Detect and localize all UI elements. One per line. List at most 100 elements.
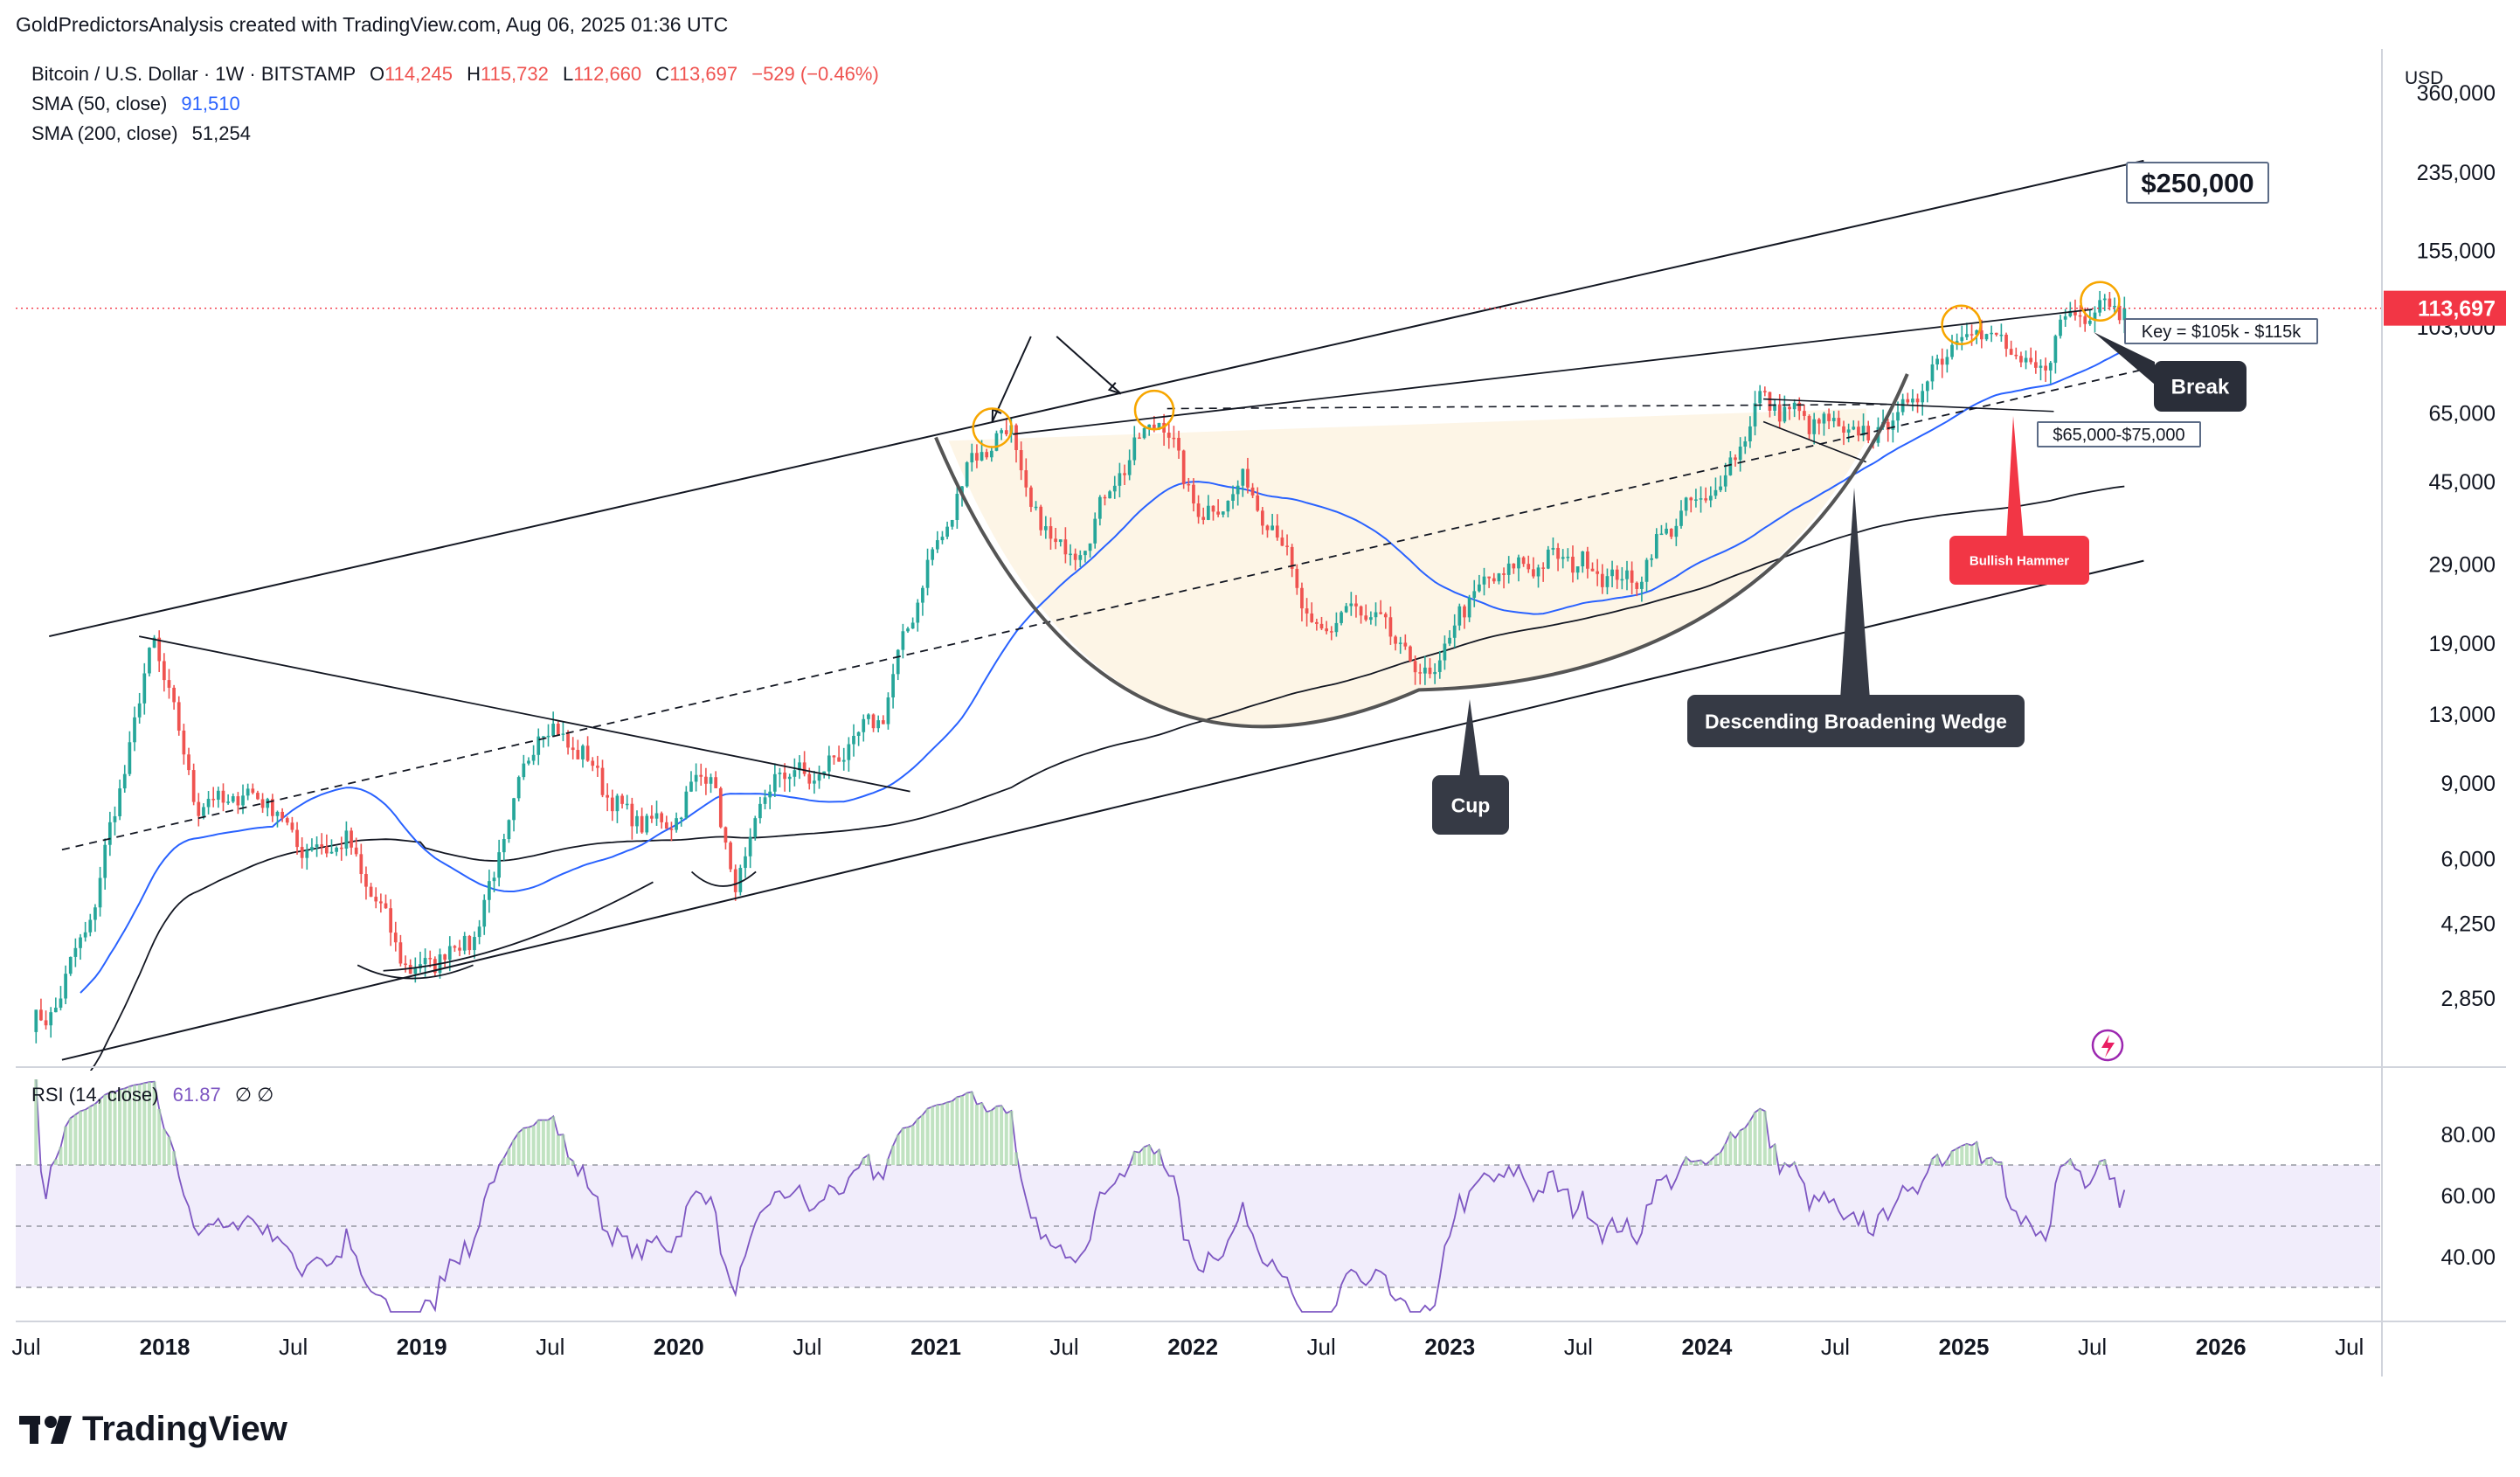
lightning-icon[interactable] [2091,1029,2124,1062]
candle [211,787,216,808]
time-axis[interactable]: Jul 2018 Jul 2019 Jul 2020 Jul 2021 Jul 2022 Jul 20… [11,1334,2364,1360]
candle-body [1300,587,1304,609]
hammer-label-label: Bullish Hammer [1970,553,2069,568]
time-tick-label: 2021 [910,1334,961,1360]
candle [2068,302,2073,318]
candle-body [1295,568,1299,588]
candle [1694,489,1698,508]
candle [1359,605,1363,624]
rsi-tick-label: 80.00 [2440,1123,2496,1148]
candle-body [1192,484,1195,504]
candle-body [1034,506,1038,509]
candle [1915,393,1920,413]
sma200-line [30,485,2125,1145]
candle [320,833,324,855]
candle [1049,517,1053,550]
candle [142,662,147,715]
rsi-pane[interactable] [16,1071,2380,1320]
candle-body [1984,334,1989,340]
candle [433,956,437,976]
rsi-tick-label: 60.00 [2440,1184,2496,1209]
candle-body [645,815,649,833]
tradingview-logo: TradingView [19,1410,288,1448]
candle [290,816,294,833]
price-axis[interactable]: USD 360,000235,000155,000103,00065,00045… [2384,68,2506,1011]
candle-body [1325,628,1328,632]
candle-body [477,926,481,938]
candle-body [901,631,905,650]
candle-body [187,754,190,771]
candle-body [699,774,703,777]
candle-body [1743,441,1748,447]
candle [2029,347,2033,365]
candle [329,839,334,855]
cup-label-label: Cup [1451,794,1491,816]
candle [1315,618,1319,631]
break-pointer [2094,332,2155,385]
candle-body [1073,553,1077,560]
candle-body [1704,498,1708,501]
rsi-axis[interactable]: 80.00 60.00 40.00 [2440,1123,2496,1270]
candle [837,745,841,762]
candle-body [723,827,728,843]
candle-body [2044,365,2047,371]
candle [1428,658,1432,679]
price-tick-label: 235,000 [2417,161,2496,185]
candle-body [1457,606,1462,626]
candle-body [1132,437,1137,461]
peak-circle [1133,389,1175,431]
candle-body [591,760,595,766]
candle-body [1063,539,1068,555]
candle-body [1181,450,1186,484]
candle [827,745,831,780]
candle-body [443,954,447,960]
candle [1586,546,1589,579]
candle [2039,359,2043,381]
candle-body [1152,424,1156,430]
support-curve [383,881,654,972]
candle [561,721,565,742]
candle-body [453,946,457,948]
candle-body [1290,546,1294,569]
main-pane[interactable]: $250,000 Key = $105k - $115k $65,000-$75,0… [16,49,2382,1145]
candle [1708,486,1713,508]
tradingview-wordmark: TradingView [82,1410,288,1448]
candle-body [886,697,890,725]
time-tick-label: Jul [1564,1334,1593,1360]
candle [2108,291,2112,311]
candle [1118,462,1122,498]
candle-body [1635,582,1639,589]
time-tick-label: Jul [1821,1334,1850,1360]
candle-body [1029,487,1033,507]
wedge-label-box [1687,695,2025,747]
candle-body [1788,406,1791,410]
candle [1172,426,1176,448]
candle-body [68,956,73,974]
support-zone-label: $65,000-$75,000 [2037,421,2201,447]
break-label-label: Break [2171,376,2230,399]
candle [940,530,945,544]
candle [1132,426,1137,466]
candle-body [1344,606,1348,613]
wedge-label: Descending Broadening Wedge [1687,695,2025,747]
candle [1734,454,1737,467]
candle-body [335,847,338,852]
candle-body [1409,646,1412,662]
candle-body [1822,413,1826,424]
candle-body [423,958,427,965]
candle [1418,663,1423,685]
candle [1911,389,1914,412]
candle-body [1448,637,1451,644]
candle [1112,475,1117,499]
candle [1630,561,1634,595]
candle [1807,414,1811,440]
bottom-arc-2018 [357,964,474,980]
candle-body [640,815,644,833]
candle [133,706,136,752]
candle-body [79,937,82,948]
candle-body [1443,643,1447,661]
candle [1571,545,1575,583]
candle [1846,423,1851,443]
candle-body [1467,597,1471,618]
candle-body [324,846,329,854]
